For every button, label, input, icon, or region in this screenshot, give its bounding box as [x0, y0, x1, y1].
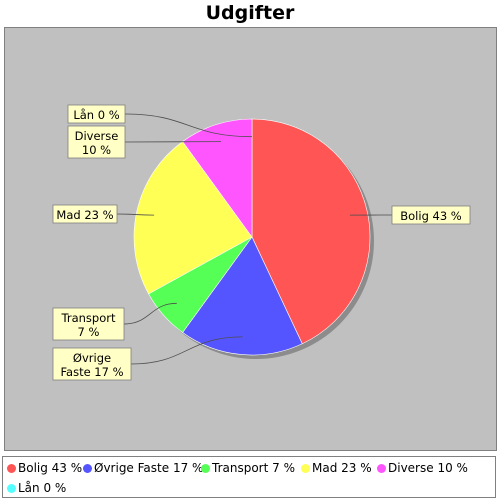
- label-connector-1: [130, 336, 243, 365]
- legend-swatch: [301, 464, 310, 473]
- slice-label-text: Faste 17 %: [60, 365, 123, 379]
- slice-label-box: [391, 205, 471, 225]
- legend-swatch: [83, 464, 92, 473]
- legend-label: Transport 7 %: [212, 461, 295, 475]
- slice-label-text: Mad 23 %: [56, 208, 113, 222]
- slice-label-text: 7 %: [78, 325, 100, 339]
- chart-title: Udgifter: [205, 2, 295, 24]
- slice-label-box: [52, 347, 132, 381]
- legend-swatch: [7, 464, 16, 473]
- slice-label-box: [67, 104, 126, 124]
- legend-label: Øvrige Faste 17 %: [94, 461, 204, 475]
- pie-slice-0: [251, 118, 371, 345]
- legend-swatch: [201, 464, 210, 473]
- pie-slice-1: [182, 236, 303, 356]
- slice-label-text: Diverse: [75, 129, 119, 143]
- slice-label-text: Bolig 43 %: [400, 209, 462, 223]
- pie-slice-4: [182, 118, 253, 238]
- label-connector-3: [116, 213, 155, 216]
- slice-label-box: [67, 125, 126, 159]
- legend-item-5: Lån 0 %: [7, 481, 66, 495]
- legend-label: Bolig 43 %: [18, 461, 83, 475]
- plot-area: Bolig 43 % Øvrige Faste 17 % Transport 7 % Ma…: [4, 27, 497, 451]
- legend-item-3: Mad 23 %: [301, 461, 372, 475]
- slice-label-3: Mad 23 %: [52, 204, 118, 224]
- legend-label: Mad 23 %: [312, 461, 372, 475]
- legend-item-4: Diverse 10 %: [377, 461, 468, 475]
- slice-label-text: 10 %: [82, 143, 111, 157]
- label-connector-2: [123, 302, 177, 325]
- legend-label: Diverse 10 %: [388, 461, 468, 475]
- legend-swatch: [7, 484, 16, 493]
- legend-item-1: Øvrige Faste 17 %: [83, 461, 203, 475]
- slice-label-text: Transport: [61, 311, 116, 325]
- slice-label-text: Øvrige: [73, 351, 111, 365]
- slice-label-5: Lån 0 %: [67, 104, 126, 124]
- legend-item-0: Bolig 43 %: [7, 461, 82, 475]
- slice-label-0: Bolig 43 %: [391, 205, 471, 225]
- legend: Bolig 43 % Øvrige Faste 17 % Transport 7 %…: [2, 456, 496, 498]
- legend-label: Lån 0 %: [18, 481, 67, 495]
- legend-item-2: Transport 7 %: [201, 461, 295, 475]
- label-connector-5: [124, 113, 253, 138]
- legend-swatch: [377, 464, 386, 473]
- slice-label-text: Lån 0 %: [73, 108, 119, 122]
- slice-label-box: [52, 204, 118, 224]
- pie-slice-3: [133, 141, 253, 295]
- slice-label-box: [52, 307, 125, 341]
